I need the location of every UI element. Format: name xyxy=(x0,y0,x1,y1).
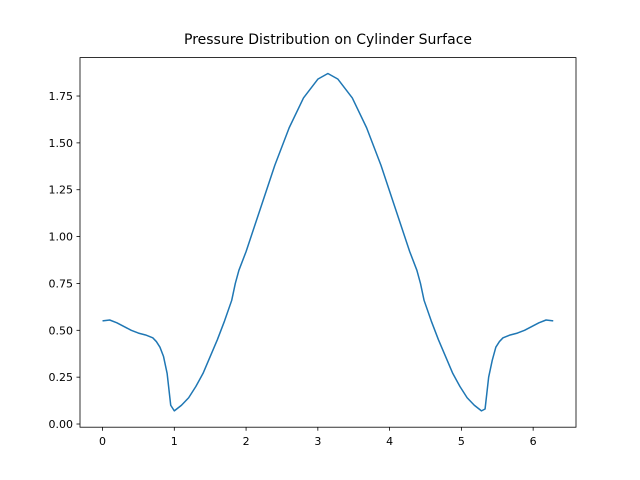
y-tick-label: 1.25 xyxy=(49,184,74,197)
y-tick-label: 1.75 xyxy=(49,90,74,103)
x-tick-label: 1 xyxy=(171,435,178,448)
y-tick-label: 0.00 xyxy=(49,418,74,431)
y-tick-label: 1.50 xyxy=(49,137,74,150)
x-tick-label: 4 xyxy=(386,435,393,448)
plot-frame xyxy=(79,57,577,428)
line-series xyxy=(102,72,554,412)
y-tick-label: 0.50 xyxy=(49,324,74,337)
y-tick-label: 1.00 xyxy=(49,231,74,244)
y-tick-label: 0.75 xyxy=(49,277,74,290)
x-tick-label: 0 xyxy=(99,435,106,448)
x-tick-label: 5 xyxy=(458,435,465,448)
x-tick-label: 2 xyxy=(243,435,250,448)
x-tick-label: 6 xyxy=(530,435,537,448)
x-tick-label: 3 xyxy=(314,435,321,448)
y-tick-label: 0.25 xyxy=(49,371,74,384)
chart-title: Pressure Distribution on Cylinder Surfac… xyxy=(184,32,472,48)
